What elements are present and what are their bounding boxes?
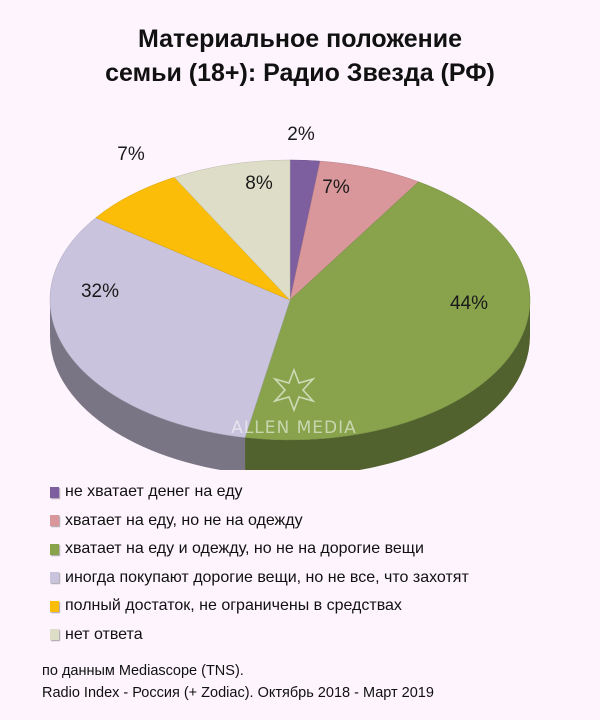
legend-swatch-1	[50, 486, 59, 498]
pie-slice-2	[289, 160, 420, 301]
legend-label-1: не хватает денег на еду	[65, 483, 243, 501]
pie-slice-5	[95, 177, 291, 301]
pie-slice-side-4	[50, 300, 246, 470]
star-logo-icon	[272, 367, 316, 413]
legend-swatch-3	[50, 543, 59, 555]
legend-item-1: не хватает денег на еду	[50, 478, 469, 507]
slice-label-1: 2%	[287, 124, 315, 145]
legend-label-5: полный достаток, не ограничены в средств…	[65, 597, 402, 615]
legend-swatch-6	[50, 629, 59, 641]
legend-swatch-4	[50, 572, 59, 584]
legend-item-6: нет ответа	[50, 621, 469, 650]
watermark-text: ALLEN MEDIA	[231, 418, 357, 438]
legend-item-5: полный достаток, не ограничены в средств…	[50, 592, 469, 621]
chart-title-line-2: семьи (18+): Радио Звезда (РФ)	[105, 59, 495, 87]
pie-slice-4	[49, 217, 291, 438]
pie-side-layer	[50, 300, 530, 470]
pie-slice-3	[244, 181, 531, 441]
legend-label-3: хватает на еду и одежду, но не на дороги…	[65, 540, 424, 558]
legend-item-2: хватает на еду, но не на одежду	[50, 507, 469, 536]
source-line-1: по данным Mediascope (TNS).	[42, 663, 244, 679]
legend-label-2: хватает на еду, но не на одежду	[65, 511, 303, 529]
pie-slice-side-3	[245, 300, 530, 470]
slice-label-5: 7%	[117, 144, 145, 165]
pie-top-layer	[49, 159, 531, 441]
legend-label-6: нет ответа	[65, 625, 143, 643]
source-line-2: Radio Index - Россия (+ Zodiac). Октябрь…	[42, 685, 434, 701]
pie-slice-6	[173, 159, 291, 301]
slice-label-2: 7%	[322, 177, 350, 198]
legend-swatch-5	[50, 600, 59, 612]
source-note: по данным Mediascope (TNS). Radio Index …	[42, 660, 434, 704]
pie-label-layer: 2% 7% 44% 32% 7% 8%	[81, 124, 488, 314]
legend: не хватает денег на еду хватает на еду, н…	[50, 478, 469, 649]
legend-item-4: иногда покупают дорогие вещи, но не все,…	[50, 564, 469, 593]
slice-label-4: 32%	[81, 281, 119, 302]
pie-chart: ALLEN MEDIA 2% 7% 44% 32% 7% 8%	[49, 124, 531, 470]
slice-label-3: 44%	[450, 293, 488, 314]
allen-media-watermark: ALLEN MEDIA	[231, 367, 357, 438]
legend-swatch-2	[50, 515, 59, 527]
legend-label-4: иногда покупают дорогие вещи, но не все,…	[65, 568, 469, 586]
legend-item-3: хватает на еду и одежду, но не на дороги…	[50, 535, 469, 564]
chart-title: Материальное положение семьи (18+): Ради…	[0, 22, 600, 90]
chart-title-line-1: Материальное положение	[137, 25, 463, 53]
slice-label-6: 8%	[245, 173, 273, 194]
